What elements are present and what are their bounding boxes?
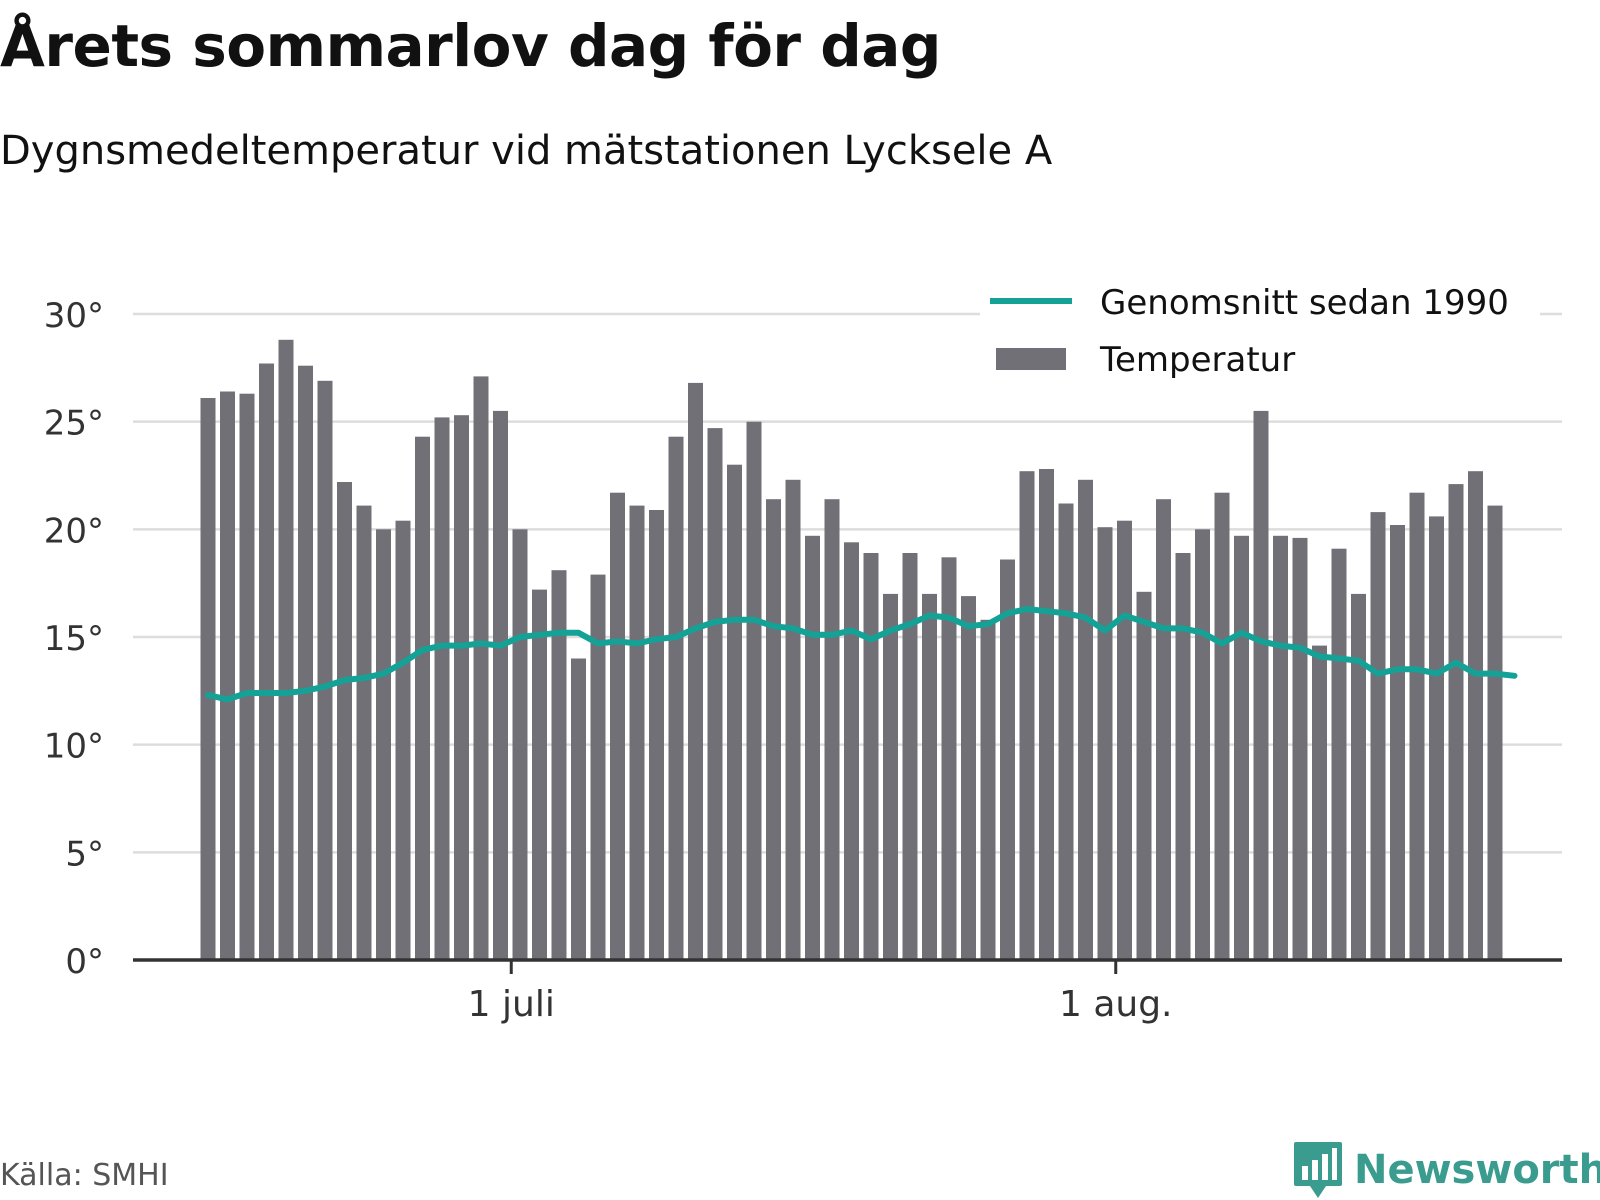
y-tick-label: 10°: [44, 727, 104, 767]
temperature-bar: [688, 382, 703, 960]
temperature-bar: [1351, 593, 1366, 960]
temperature-bar: [863, 553, 879, 960]
y-tick-label: 20°: [44, 511, 104, 551]
temperature-bar: [610, 492, 625, 960]
temperature-bar: [707, 428, 723, 961]
legend: Genomsnitt sedan 1990 Temperatur: [980, 276, 1540, 396]
source-note: Källa: SMHI: [0, 1158, 169, 1193]
temperature-bar: [941, 557, 957, 960]
temperature-bar: [1136, 591, 1152, 960]
temperature-bar: [922, 593, 937, 960]
temperature-bar: [1409, 492, 1425, 960]
x-axis: 1 juli 1 aug.: [133, 958, 1562, 1025]
average-line: [205, 606, 1518, 703]
temperature-bar: [746, 421, 762, 960]
temperature-bar: [1195, 529, 1210, 960]
temperature-bar: [1273, 535, 1288, 960]
temperature-bar: [805, 535, 820, 960]
y-tick-label: 30°: [44, 296, 104, 336]
temperature-bar: [668, 436, 684, 960]
temperature-bar: [1175, 553, 1191, 960]
y-tick-label: 15°: [44, 619, 104, 659]
temperature-bar: [727, 464, 742, 960]
temperature-bar: [434, 417, 450, 960]
legend-label-average: Genomsnitt sedan 1990: [1100, 283, 1509, 323]
temperature-bar: [1117, 520, 1132, 960]
temperature-bar: [1039, 469, 1054, 960]
temperature-bar: [1312, 645, 1327, 960]
temperature-bar: [239, 393, 255, 960]
temperature-bar: [844, 542, 859, 960]
temperature-bar: [1253, 410, 1269, 960]
temperature-bar: [902, 553, 918, 960]
temperature-bar: [1097, 527, 1113, 960]
temperature-bar: [532, 589, 547, 960]
temperature-bar: [1487, 505, 1503, 960]
x-tick-label: 1 juli: [468, 984, 555, 1025]
temperature-bar: [1214, 492, 1230, 960]
temperature-bar: [824, 499, 840, 960]
temperature-chart: 0° 5° 10° 15° 20° 25° 30° 1 juli 1 aug. Genomsn…: [43, 276, 1562, 1025]
brand-name: Newsworthy: [1354, 1147, 1600, 1193]
temperature-bar: [1331, 548, 1347, 960]
temperature-bar: [1370, 512, 1386, 960]
temperature-bar: [1292, 537, 1308, 960]
temperature-bar: [883, 593, 898, 960]
temperature-bar: [1078, 479, 1093, 960]
temperature-bar: [317, 380, 333, 960]
temperature-bar: [415, 436, 430, 960]
temperature-bar: [337, 482, 352, 960]
temperature-bar: [590, 574, 606, 960]
temperature-bar: [298, 365, 313, 960]
temperature-bar: [1019, 471, 1035, 960]
temperature-bar: [220, 391, 235, 960]
temperature-bar: [649, 510, 664, 960]
temperature-bar: [512, 529, 528, 960]
temperature-bar: [961, 596, 976, 960]
temperature-bar: [571, 658, 586, 960]
temperature-bar: [785, 479, 801, 960]
temperature-bar: [1234, 535, 1249, 960]
legend-background: [980, 276, 1540, 396]
temperature-bar: [259, 363, 274, 960]
temperature-bar: [1429, 516, 1444, 960]
temperature-bar: [473, 376, 489, 960]
y-tick-label: 5°: [65, 834, 104, 874]
temperature-bar: [1468, 471, 1483, 960]
legend-label-temperature: Temperatur: [1099, 340, 1295, 380]
temperature-bar: [493, 410, 508, 960]
bar-chart-speech-bubble-icon: [1294, 1142, 1342, 1198]
brand-logo: Newsworthy: [1292, 1140, 1600, 1200]
average-line-layer: [205, 606, 1518, 703]
y-axis-tick-labels: 0° 5° 10° 15° 20° 25° 30°: [44, 296, 104, 982]
temperature-bar: [1058, 503, 1074, 960]
y-tick-label: 25°: [44, 404, 104, 444]
temperature-bar: [278, 339, 294, 960]
temperature-bar: [1448, 484, 1464, 960]
temperature-bar: [376, 529, 391, 960]
temperature-bar: [395, 520, 411, 960]
chart-subtitle: Dygnsmedeltemperatur vid mätstationen Ly…: [0, 128, 1053, 174]
temperature-bar: [551, 570, 567, 960]
temperature-bar: [200, 398, 216, 960]
legend-bar-swatch: [996, 348, 1066, 370]
temperature-bars: [200, 339, 1503, 961]
temperature-bar: [1156, 499, 1171, 960]
temperature-bar: [629, 505, 645, 960]
temperature-bar: [766, 499, 781, 960]
y-tick-label: 0°: [65, 942, 104, 982]
temperature-bar: [980, 619, 996, 960]
x-tick-label: 1 aug.: [1059, 984, 1173, 1025]
temperature-bar: [454, 415, 469, 960]
temperature-bar: [1390, 525, 1405, 960]
temperature-bar: [1000, 559, 1015, 960]
chart-title: Årets sommarlov dag för dag: [0, 12, 941, 80]
temperature-bar: [356, 505, 372, 960]
